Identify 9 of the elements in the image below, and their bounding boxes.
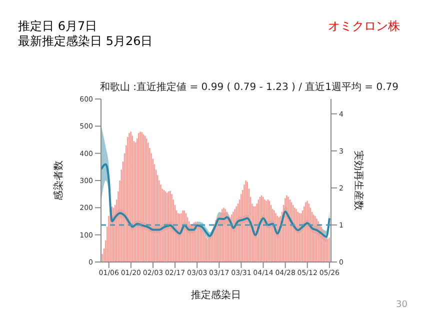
text: 最新推定感染日 5月26日 — [18, 33, 153, 50]
y-axis-title: 感染者数 — [52, 160, 65, 200]
y2-axis-title: 実効再生産数 — [352, 150, 364, 210]
text: 推定日 6月7日 — [18, 18, 98, 35]
line-series — [101, 163, 330, 238]
chart-title: 和歌山 :直近推定値 = 0.99 ( 0.79 - 1.23 ) / 直近1週平均 = 0.79 — [100, 80, 398, 94]
text: オミクロン株 — [328, 18, 400, 35]
x-axis-title: 推定感染日 — [191, 289, 241, 301]
text: 30 — [396, 300, 408, 310]
